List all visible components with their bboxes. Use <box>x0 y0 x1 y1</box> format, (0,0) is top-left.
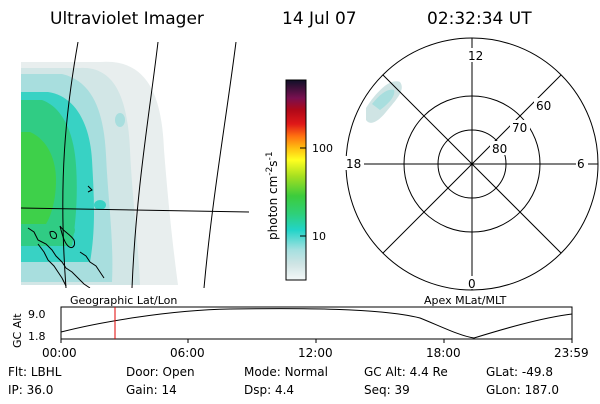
polar-plot: 12 0 18 6 60 70 80 <box>344 37 599 291</box>
status-dsp: Dsp: 4.4 <box>244 383 294 397</box>
mlat-label-60: 60 <box>536 99 551 113</box>
time-tick-label: 23:59 <box>554 346 589 360</box>
image-date: 14 Jul 07 <box>282 9 357 29</box>
colorbar-tick-label: 100 <box>312 142 333 155</box>
mlat-label-80: 80 <box>492 142 507 156</box>
mlt-label-18: 18 <box>346 157 361 171</box>
map-caption-apex: Apex MLat/MLT <box>424 294 507 307</box>
time-tick-label: 18:00 <box>426 346 461 360</box>
altitude-timeline: Geographic Lat/Lon Apex MLat/MLT GC Alt … <box>11 294 589 360</box>
geographic-grid <box>21 42 249 288</box>
time-tick-label: 12:00 <box>298 346 333 360</box>
map-caption-geographic: Geographic Lat/Lon <box>70 294 177 307</box>
mlt-label-6: 6 <box>577 157 585 171</box>
color-scale-bar: 100 10 photon cm-2s-1 <box>265 79 333 281</box>
status-gain: Gain: 14 <box>126 383 177 397</box>
status-filter: Flt: LBHL <box>8 365 62 379</box>
altitude-axis-label: GC Alt <box>11 313 24 348</box>
geographic-image <box>21 42 249 288</box>
status-glon: GLon: 187.0 <box>486 383 559 397</box>
altitude-tick-min: 1.8 <box>28 330 46 343</box>
status-seq: Seq: 39 <box>364 383 410 397</box>
instrument-title: Ultraviolet Imager <box>50 9 204 29</box>
mlat-label-70: 70 <box>512 121 527 135</box>
aurora-emission <box>21 61 178 286</box>
mlt-label-0: 0 <box>468 277 476 291</box>
status-gc-alt: GC Alt: 4.4 Re <box>364 365 448 379</box>
coastline <box>27 185 105 288</box>
altitude-curve <box>60 308 573 339</box>
image-time: 02:32:34 UT <box>427 9 532 29</box>
status-door: Door: Open <box>126 365 195 379</box>
status-glat: GLat: -49.8 <box>486 365 553 379</box>
mlt-label-12: 12 <box>468 49 483 63</box>
time-tick-label: 00:00 <box>42 346 77 360</box>
colorbar-unit-label: photon cm-2s-1 <box>265 151 280 240</box>
colorbar-tick-label: 10 <box>312 230 326 243</box>
status-readout: Flt: LBHL Door: Open Mode: Normal GC Alt… <box>8 365 559 397</box>
status-mode: Mode: Normal <box>244 365 328 379</box>
status-ip: IP: 36.0 <box>8 383 53 397</box>
altitude-tick-max: 9.0 <box>28 308 46 321</box>
polar-aurora-emission <box>366 81 402 123</box>
time-tick-label: 06:00 <box>170 346 205 360</box>
